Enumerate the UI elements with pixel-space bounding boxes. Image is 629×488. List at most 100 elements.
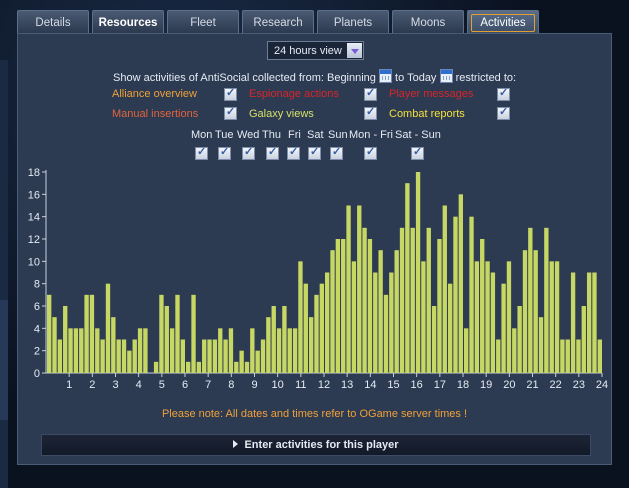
activity-bar: [522, 250, 528, 373]
activity-bar: [228, 328, 234, 373]
activity-bar: [549, 261, 554, 373]
checkbox-sun[interactable]: [330, 145, 343, 160]
y-tick-label: 4: [34, 323, 40, 335]
activity-bar: [512, 328, 517, 373]
activity-bar: [330, 250, 335, 373]
activity-bar: [554, 261, 560, 373]
activity-bar: [121, 339, 127, 373]
activity-bar: [565, 339, 570, 373]
x-tick-label: 11: [295, 379, 306, 391]
chevron-down-icon[interactable]: [347, 43, 362, 58]
checkbox-thu[interactable]: [266, 145, 279, 160]
activity-bar: [576, 339, 581, 373]
checkbox-galaxy-views[interactable]: [364, 105, 377, 120]
tab-fleet[interactable]: Fleet: [167, 10, 239, 33]
day-thu: Thu: [262, 129, 281, 141]
tab-research[interactable]: Research: [242, 10, 314, 33]
activity-bar: [335, 239, 341, 373]
x-tick-label: 24: [596, 379, 608, 391]
activity-bar: [143, 328, 148, 373]
y-tick-label: 6: [34, 301, 40, 313]
checkbox-mon[interactable]: [195, 145, 208, 160]
activity-bar: [218, 328, 223, 373]
activity-bar: [383, 294, 389, 373]
tab-resources[interactable]: Resources: [92, 10, 164, 33]
activity-bar: [351, 261, 357, 373]
view-select[interactable]: 24 hours view: [267, 41, 364, 60]
activity-bar: [528, 227, 533, 373]
checkbox-espionage-actions[interactable]: [364, 86, 377, 101]
x-tick-label: 9: [251, 379, 257, 391]
tab-planets[interactable]: Planets: [317, 10, 389, 33]
x-tick-label: 8: [228, 379, 234, 391]
option-galaxy-views: Galaxy views: [249, 108, 314, 120]
activity-bar: [239, 350, 244, 373]
y-tick-label: 10: [28, 256, 40, 268]
checkbox-fri[interactable]: [287, 145, 300, 160]
day-fri: Fri: [288, 129, 301, 141]
x-tick-label: 2: [89, 379, 95, 391]
checkbox-player-messages[interactable]: [497, 86, 510, 101]
activity-bar: [362, 227, 367, 373]
enter-activities-label: Enter activities for this player: [244, 439, 399, 451]
activities-panel: [17, 33, 612, 465]
x-tick-label: 4: [136, 379, 142, 391]
left-edge-accent: [0, 300, 8, 420]
checkbox-combat-reports[interactable]: [497, 105, 510, 120]
option-manual-insertions: Manual insertions: [112, 108, 199, 120]
activity-bar: [234, 361, 239, 373]
activity-bar: [437, 239, 442, 373]
checkbox-manual-insertions[interactable]: [224, 105, 237, 120]
x-tick-label: 16: [411, 379, 423, 391]
filter-text-to: to Today: [395, 72, 437, 84]
activity-bar: [560, 339, 565, 373]
x-tick-label: 1: [66, 379, 72, 391]
calendar-icon-to[interactable]: [439, 69, 453, 83]
checkbox-sat-sun[interactable]: [411, 145, 424, 160]
activity-bar: [426, 227, 431, 373]
activity-bar: [453, 216, 458, 373]
y-tick-label: 16: [28, 189, 40, 201]
checkbox-wed[interactable]: [242, 145, 255, 160]
checkbox-sat[interactable]: [308, 145, 321, 160]
activity-bar: [164, 306, 169, 373]
activity-bar: [180, 339, 185, 373]
activity-bar: [132, 339, 137, 373]
activity-bar: [292, 328, 298, 373]
activity-bar: [485, 261, 490, 373]
activity-bar: [298, 261, 303, 373]
checkbox-tue[interactable]: [218, 145, 231, 160]
checkbox-alliance-overview[interactable]: [224, 86, 237, 101]
calendar-icon-from[interactable]: [378, 69, 392, 83]
filter-text-from: Show activities of AntiSocial collected …: [113, 72, 376, 84]
activity-bar: [367, 239, 373, 373]
activity-bar: [212, 339, 218, 373]
activity-bar: [186, 361, 191, 373]
activity-bar: [496, 339, 501, 373]
y-tick-label: 12: [28, 234, 40, 246]
enter-activities-button[interactable]: Enter activities for this player: [41, 434, 591, 456]
activity-bar: [287, 328, 292, 373]
tab-moons[interactable]: Moons: [392, 10, 464, 33]
activity-bar: [469, 216, 474, 373]
activity-bar: [570, 272, 576, 373]
activity-bar: [52, 317, 57, 373]
day-mon: Mon: [191, 129, 213, 141]
x-tick-label: 14: [364, 379, 376, 391]
checkbox-mon-fri[interactable]: [364, 145, 377, 160]
activity-bar: [533, 250, 538, 373]
activity-bar: [250, 328, 255, 373]
x-tick-label: 12: [318, 379, 330, 391]
y-tick-label: 14: [28, 212, 40, 224]
activity-bar: [581, 306, 586, 373]
activity-bar: [421, 261, 426, 373]
activity-bar: [47, 294, 52, 373]
x-tick-label: 7: [205, 379, 211, 391]
activity-bar: [442, 205, 447, 373]
tab-activities[interactable]: Activities: [467, 10, 539, 33]
activity-bar: [84, 294, 89, 373]
tab-details[interactable]: Details: [17, 10, 89, 33]
activity-bar: [271, 306, 276, 373]
option-combat-reports: Combat reports: [389, 108, 465, 120]
activity-bar: [538, 317, 544, 373]
